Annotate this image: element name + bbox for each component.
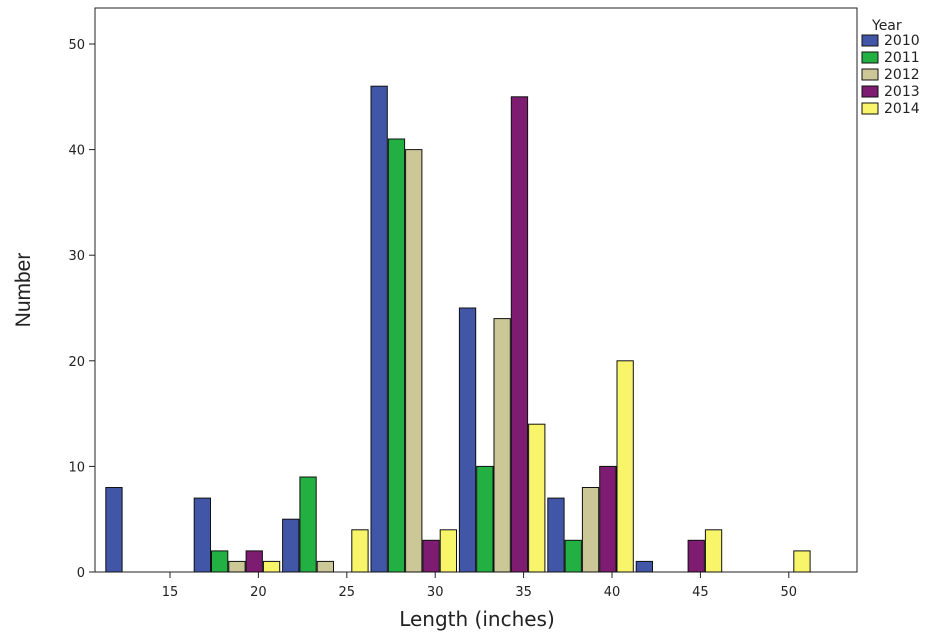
bar-2014-30 <box>439 529 458 573</box>
y-axis-label: Number <box>12 253 35 328</box>
x-tick-label: 25 <box>339 585 356 600</box>
x-axis-label: Length (inches) <box>399 607 555 631</box>
bar-2011-20 <box>211 550 229 573</box>
bar-2014-45 <box>704 529 723 573</box>
bar-2012-20 <box>228 560 246 573</box>
bar-2014-25 <box>351 529 369 573</box>
legend-swatch-2013 <box>861 85 879 98</box>
x-tick-label: 30 <box>427 585 444 600</box>
bar-2010-20 <box>193 497 211 573</box>
legend-swatch-2014 <box>861 102 879 115</box>
bar-2011-30 <box>387 138 406 573</box>
x-tick-label: 35 <box>515 585 532 600</box>
bar-2010-15 <box>105 487 123 573</box>
x-tick-label: 15 <box>162 585 179 600</box>
bar-2012-40 <box>581 487 600 573</box>
bar-2011-25 <box>299 476 317 573</box>
legend-label-2011: 2011 <box>884 50 920 66</box>
legend-swatch-2010 <box>861 34 879 47</box>
y-tick-label: 10 <box>68 460 85 475</box>
bar-2011-40 <box>564 539 582 573</box>
y-tick-label: 50 <box>68 38 85 53</box>
legend-label-2013: 2013 <box>884 84 920 100</box>
x-tick-label: 50 <box>781 585 798 600</box>
bar-2014-35 <box>528 423 546 573</box>
bar-2013-40 <box>599 465 617 573</box>
bar-2012-25 <box>316 560 335 573</box>
legend-label-2012: 2012 <box>884 67 920 83</box>
legend-label-2014: 2014 <box>884 101 920 117</box>
bars-group <box>105 85 811 573</box>
legend-swatch-2012 <box>861 68 879 81</box>
bar-2014-40 <box>616 360 634 573</box>
bar-2012-35 <box>493 318 511 573</box>
bar-2012-30 <box>405 149 423 573</box>
x-tick-label: 45 <box>692 585 709 600</box>
bar-2010-30 <box>370 85 388 573</box>
y-tick-label: 20 <box>68 355 85 370</box>
bar-2010-35 <box>458 307 477 573</box>
y-tick-label: 30 <box>68 249 85 264</box>
bar-2011-35 <box>476 465 494 573</box>
x-tick-label: 20 <box>250 585 267 600</box>
bar-2014-20 <box>262 560 281 573</box>
legend-title: Year <box>871 18 902 34</box>
bar-2013-30 <box>422 539 440 573</box>
y-tick-label: 40 <box>68 144 85 159</box>
bar-2010-40 <box>547 497 565 573</box>
bar-2010-25 <box>282 518 300 573</box>
axes-group: 0 10 20 30 40 50 15 20 25 30 35 40 45 50 <box>68 38 797 600</box>
x-tick-label: 40 <box>604 585 621 600</box>
bar-2013-20 <box>245 550 263 573</box>
bar-2010-45 <box>635 560 654 573</box>
legend-swatch-2011 <box>861 51 879 64</box>
y-tick-label: 0 <box>77 566 85 581</box>
legend-label-2010: 2010 <box>884 33 920 49</box>
bar-2013-45 <box>687 539 705 573</box>
bar-2014-50 <box>793 550 811 573</box>
bar-2013-35 <box>510 96 529 573</box>
